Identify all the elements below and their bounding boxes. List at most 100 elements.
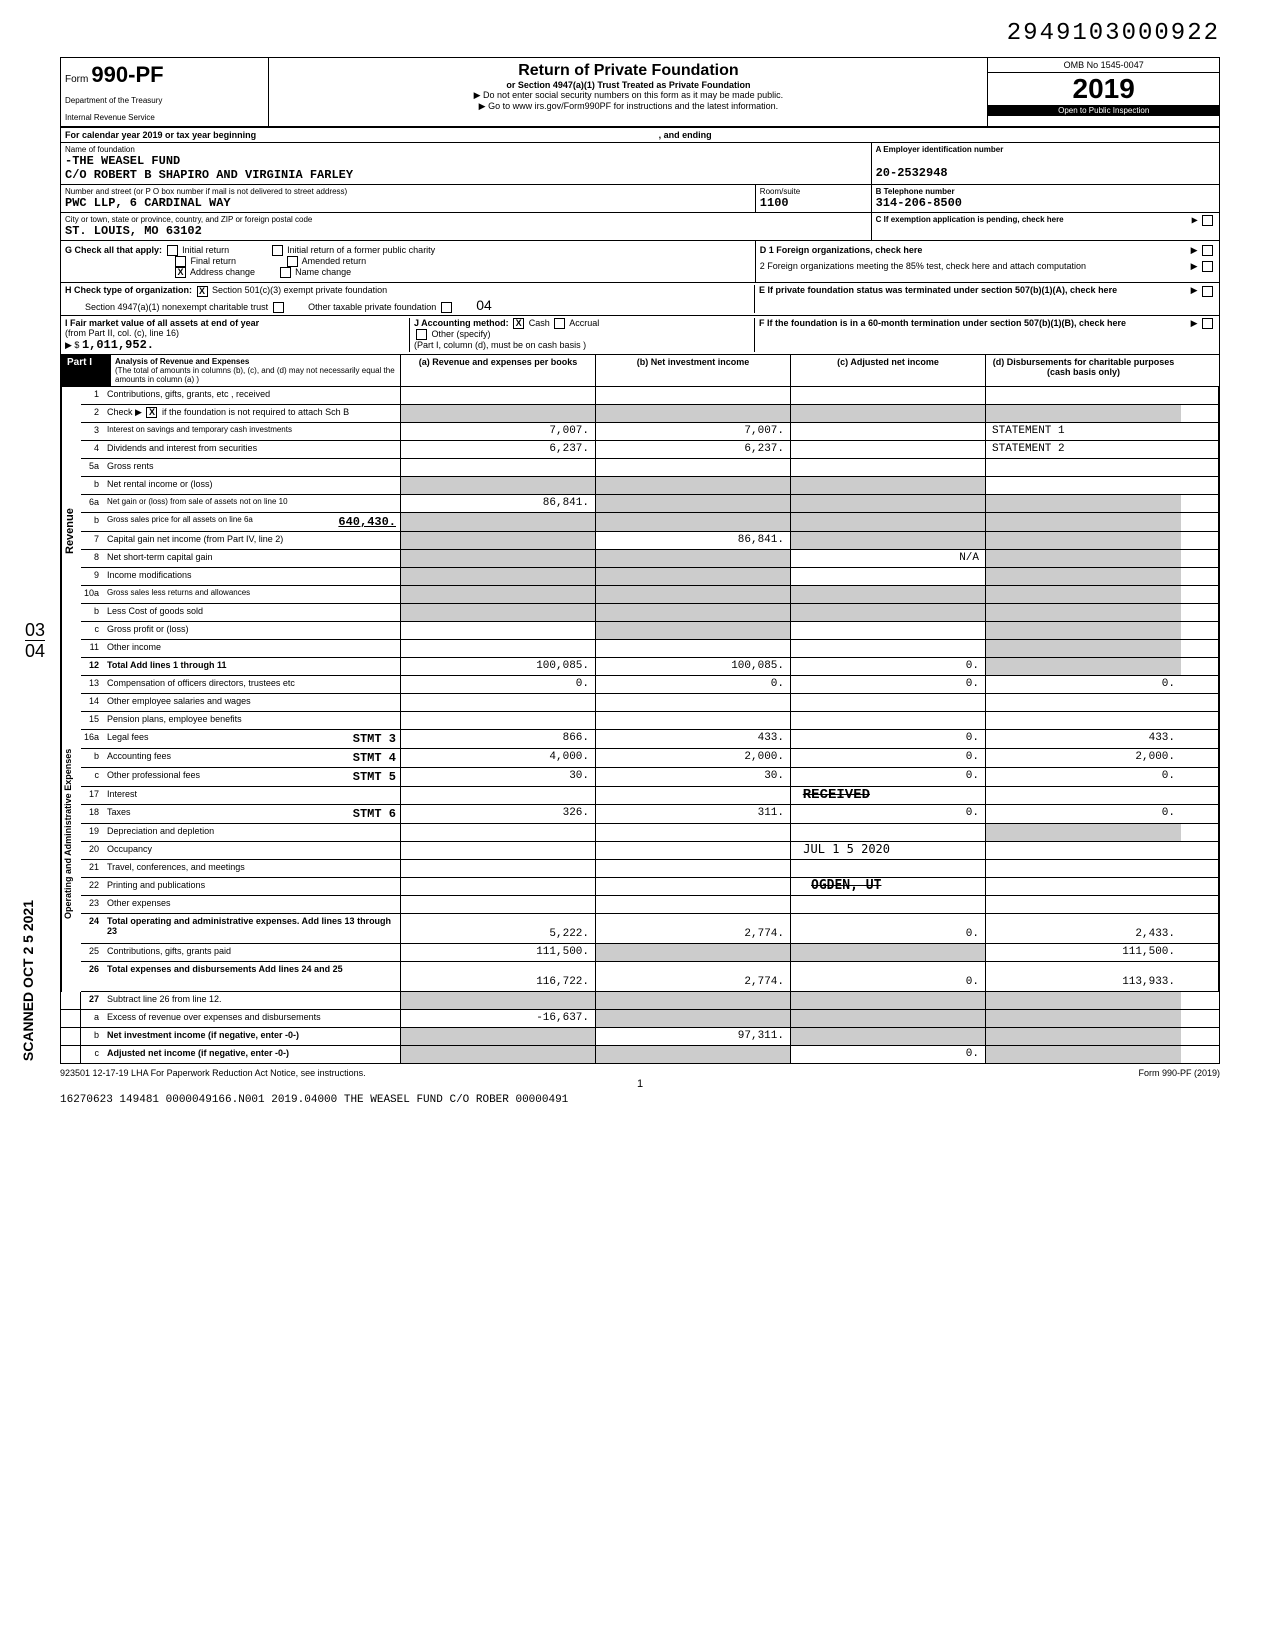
city-row: City or town, state or province, country… <box>60 213 1220 241</box>
r22-a <box>401 878 596 895</box>
r26-num: 26 <box>81 962 103 991</box>
r5b-num: b <box>81 477 103 494</box>
r27c-c: 0. <box>791 1046 986 1063</box>
r10b-num: b <box>81 604 103 621</box>
r27-b <box>596 992 791 1009</box>
h1-checkbox[interactable]: X <box>197 286 208 297</box>
r21-num: 21 <box>81 860 103 877</box>
j-label: J Accounting method: <box>414 318 509 328</box>
r18-b: 311. <box>596 805 791 823</box>
r27c-a <box>401 1046 596 1063</box>
e-checkbox[interactable] <box>1202 286 1213 297</box>
row-3: 3 Interest on savings and temporary cash… <box>81 423 1219 441</box>
r10c-c <box>791 622 986 639</box>
row-9: 9 Income modifications <box>81 568 1219 586</box>
row-10b: b Less Cost of goods sold <box>81 604 1219 622</box>
e-label: E If private foundation status was termi… <box>759 285 1117 295</box>
r16a-label: Legal fees <box>107 732 149 742</box>
h3-label: Other taxable private foundation <box>308 302 436 312</box>
row-6b: b Gross sales price for all assets on li… <box>81 513 1219 532</box>
r6b-val: 640,430. <box>338 515 396 529</box>
r8-num: 8 <box>81 550 103 567</box>
frac-bot: 04 <box>25 640 45 661</box>
r10a-d <box>986 586 1181 603</box>
r2-checkbox[interactable]: X <box>146 407 157 418</box>
r3-c <box>791 423 986 440</box>
footer-right: Form 990-PF (2019) <box>1138 1068 1220 1078</box>
r23-num: 23 <box>81 896 103 913</box>
r27-d <box>986 992 1181 1009</box>
r25-num: 25 <box>81 944 103 961</box>
row-27c: c Adjusted net income (if negative, ente… <box>60 1046 1220 1064</box>
footer-left: 923501 12-17-19 LHA For Paperwork Reduct… <box>60 1068 366 1078</box>
d2-checkbox[interactable] <box>1202 261 1213 272</box>
row-16c: c Other professional fees STMT 5 30. 30.… <box>81 768 1219 787</box>
r21-c <box>791 860 986 877</box>
r7-label: Capital gain net income (from Part IV, l… <box>103 532 401 549</box>
accrual-checkbox[interactable] <box>554 318 565 329</box>
r3-num: 3 <box>81 423 103 440</box>
row-21: 21 Travel, conferences, and meetings <box>81 860 1219 878</box>
name-change-checkbox[interactable] <box>280 267 291 278</box>
r24-label: Total operating and administrative expen… <box>103 914 401 943</box>
form-header-left: Form 990-PF Department of the Treasury I… <box>61 58 269 126</box>
row-25: 25 Contributions, gifts, grants paid 111… <box>81 944 1219 962</box>
h2-checkbox[interactable] <box>273 302 284 313</box>
r25-label: Contributions, gifts, grants paid <box>103 944 401 961</box>
c-checkbox[interactable] <box>1202 215 1213 226</box>
r15-b <box>596 712 791 729</box>
r2-d <box>986 405 1181 422</box>
r6a-b <box>596 495 791 512</box>
d1-label: D 1 Foreign organizations, check here <box>760 245 923 255</box>
row-7: 7 Capital gain net income (from Part IV,… <box>81 532 1219 550</box>
final-checkbox[interactable] <box>175 256 186 267</box>
r27-label: Subtract line 26 from line 12. <box>103 992 401 1009</box>
city-left: City or town, state or province, country… <box>61 213 872 240</box>
r11-c <box>791 640 986 657</box>
r17-a <box>401 787 596 804</box>
r27a-num: a <box>81 1010 103 1027</box>
foundation-name1: -THE WEASEL FUND <box>65 154 867 168</box>
part1-header: Part I Analysis of Revenue and Expenses … <box>60 355 1220 387</box>
r16a-a: 866. <box>401 730 596 748</box>
address-checkbox[interactable]: X <box>175 267 186 278</box>
r27a-d <box>986 1010 1181 1027</box>
initial-checkbox[interactable] <box>167 245 178 256</box>
row-14: 14 Other employee salaries and wages <box>81 694 1219 712</box>
r16c-label: Other professional fees <box>107 770 200 780</box>
form-note1: ▶ Do not enter social security numbers o… <box>273 90 983 101</box>
r10c-d <box>986 622 1181 639</box>
h2-label: Section 4947(a)(1) nonexempt charitable … <box>85 302 268 312</box>
frac-top: 03 <box>25 620 45 640</box>
r10b-b <box>596 604 791 621</box>
f-checkbox[interactable] <box>1202 318 1213 329</box>
r5a-c <box>791 459 986 476</box>
d1-checkbox[interactable] <box>1202 245 1213 256</box>
d2-label: 2 Foreign organizations meeting the 85% … <box>760 261 1086 271</box>
footer: 923501 12-17-19 LHA For Paperwork Reduct… <box>60 1068 1220 1078</box>
r2-label: Check ▶ <box>107 407 142 417</box>
r13-num: 13 <box>81 676 103 693</box>
cash-checkbox[interactable]: X <box>513 318 524 329</box>
r13-c: 0. <box>791 676 986 693</box>
other-checkbox[interactable] <box>416 329 427 340</box>
h3-checkbox[interactable] <box>441 302 452 313</box>
row-5b: b Net rental income or (loss) <box>81 477 1219 495</box>
r16b-a: 4,000. <box>401 749 596 767</box>
row-10c: c Gross profit or (loss) <box>81 622 1219 640</box>
address-row: Number and street (or P O box number if … <box>60 185 1220 213</box>
r17-b: RECEIVED <box>596 787 791 804</box>
h1-label: Section 501(c)(3) exempt private foundat… <box>212 285 387 295</box>
r4-num: 4 <box>81 441 103 458</box>
form-header: Form 990-PF Department of the Treasury I… <box>60 57 1220 128</box>
name-change-label: Name change <box>295 267 351 277</box>
r13-a: 0. <box>401 676 596 693</box>
row-18: 18 Taxes STMT 6 326. 311. 0. 0. <box>81 805 1219 824</box>
r19-b <box>596 824 791 841</box>
r27c-label: Adjusted net income (if negative, enter … <box>103 1046 401 1063</box>
r16b-num: b <box>81 749 103 767</box>
r15-label: Pension plans, employee benefits <box>103 712 401 729</box>
initial-former-checkbox[interactable] <box>272 245 283 256</box>
amended-checkbox[interactable] <box>287 256 298 267</box>
r18-a: 326. <box>401 805 596 823</box>
